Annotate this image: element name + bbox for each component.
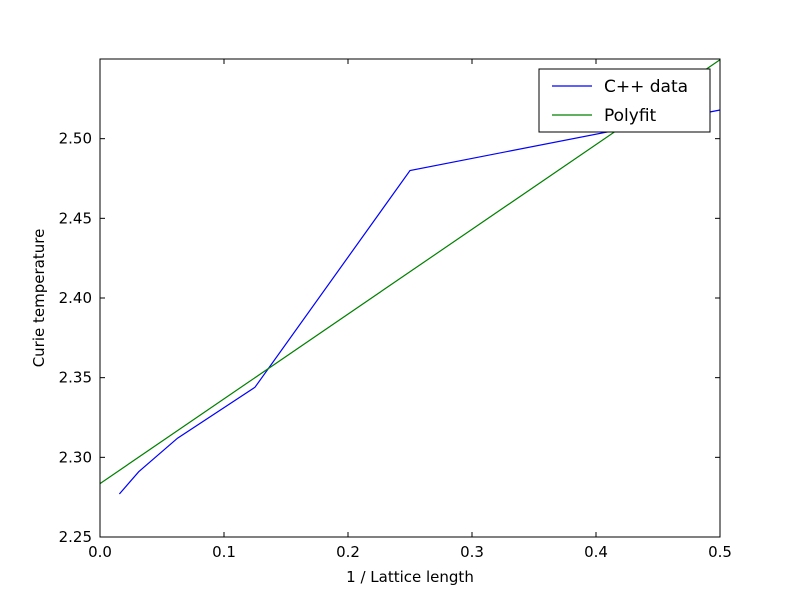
x-tick-label: 0.3 xyxy=(460,543,484,561)
x-tick-label: 0.2 xyxy=(336,543,360,561)
x-tick-label: 0.4 xyxy=(584,543,608,561)
x-tick-label: 0.5 xyxy=(708,543,732,561)
legend-label-cpp-data: C++ data xyxy=(604,77,688,97)
y-axis-label: Curie temperature xyxy=(30,229,48,368)
legend: C++ data Polyfit xyxy=(538,68,711,133)
series-line-0 xyxy=(118,109,721,495)
legend-box xyxy=(538,68,711,133)
y-tick-label: 2.35 xyxy=(59,369,92,387)
x-axis-label: 1 / Lattice length xyxy=(346,568,474,586)
y-tick-label: 2.25 xyxy=(59,528,92,546)
legend-label-polyfit: Polyfit xyxy=(604,106,657,126)
plot-area xyxy=(100,59,720,537)
y-tick-label: 2.50 xyxy=(59,130,92,148)
y-tick-label: 2.30 xyxy=(59,448,92,466)
ticks-layer: 0.0 0.1 0.2 0.3 0.4 0.5 2.25 2.30 2.35 2.40 2.45 2.… xyxy=(59,59,732,561)
y-tick-label: 2.40 xyxy=(59,289,92,307)
y-tick-label: 2.45 xyxy=(59,209,92,227)
x-tick-label: 0.0 xyxy=(88,543,112,561)
plot-frame xyxy=(99,58,721,538)
x-tick-label: 0.1 xyxy=(212,543,236,561)
